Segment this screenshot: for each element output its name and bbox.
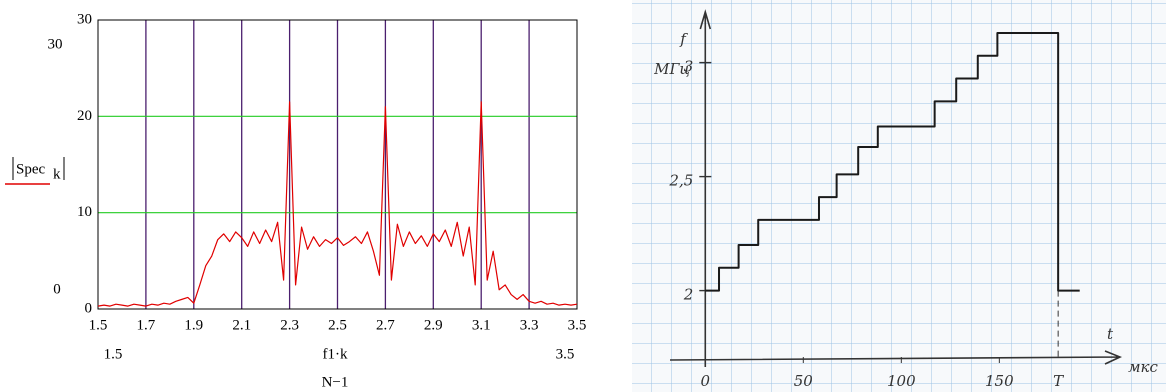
y-tick-label: 10: [77, 204, 92, 220]
y-tick-label: 20: [77, 108, 92, 124]
x-tick-label: 150: [985, 372, 1014, 390]
x-max-label: 3.5: [556, 346, 575, 362]
y-tick-label: 2: [683, 286, 694, 304]
x-tick-label: T: [1053, 372, 1064, 390]
x-tick-label: 2.7: [376, 317, 395, 333]
x-tick-label: 1.9: [184, 317, 203, 333]
x-tick-label: 2.5: [328, 317, 347, 333]
x-tick-label: 100: [887, 372, 916, 390]
y-axis-label-subscript: k: [53, 166, 61, 182]
x-tick-label: 0: [701, 372, 711, 390]
x-tick-label: 3.1: [472, 317, 491, 333]
x-tick-label: 1.7: [137, 317, 156, 333]
x-tick-label: 2.9: [424, 317, 443, 333]
spectrum-chart: 30 0 1.5 3.5 f1·k N−1 Spec k 1.5 1.7 1.9 2.…: [5, 11, 586, 390]
y-tick-label: 3: [684, 58, 694, 76]
y-tick-label: 2,5: [668, 172, 693, 190]
x-tick-label: 50: [794, 372, 814, 390]
x-axis-unit: мкс: [1128, 358, 1158, 376]
y-tick-label: 0: [85, 300, 93, 316]
y-min-label: 0: [53, 281, 61, 297]
x-axis-label: f1·k: [323, 346, 348, 362]
page: 30 0 1.5 3.5 f1·k N−1 Spec k 1.51.71.92.…: [0, 0, 1166, 392]
x-tick-label: 1.5: [89, 317, 108, 333]
x-tick-label: 2.1: [232, 317, 251, 333]
x-tick-label: 3.5: [568, 317, 587, 333]
x-tick-label: 3.3: [520, 317, 539, 333]
y-max-label: 30: [48, 36, 63, 52]
x-axis-label: t: [1107, 325, 1114, 343]
x-min-label: 1.5: [104, 346, 123, 362]
x-tick-label: 2.3: [280, 317, 299, 333]
graph-paper-grid: [632, 0, 1166, 392]
y-tick-label: 30: [77, 11, 92, 27]
y-axis-label: Spec: [16, 161, 46, 177]
x-axis-label-denominator: N−1: [322, 374, 349, 390]
